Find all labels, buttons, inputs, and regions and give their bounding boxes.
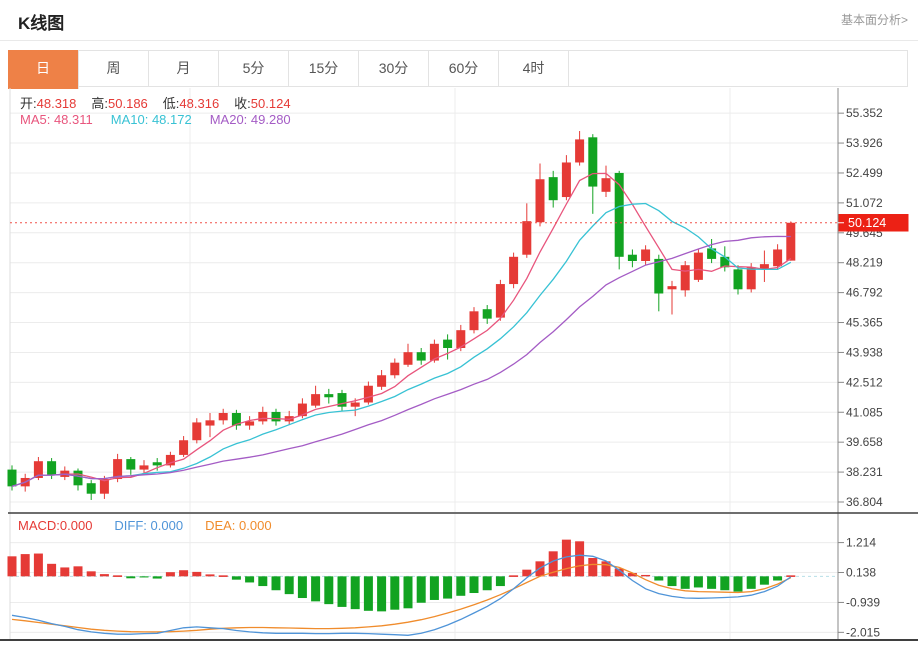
tab-period-5[interactable]: 15分 <box>289 51 359 86</box>
candles <box>7 131 796 500</box>
kline-chart[interactable]: 55.35253.92652.49951.07249.64548.21946.7… <box>0 88 918 647</box>
dea-legend: DEA: 0.000 <box>205 518 272 533</box>
macd-pane <box>7 539 796 636</box>
macd_label-legend: MACD:0.000 <box>18 518 93 533</box>
period-tabs: 日周月 5分 15分 30分 60分 4时 <box>8 50 908 89</box>
ma5-line <box>11 172 792 488</box>
svg-text:36.804: 36.804 <box>846 495 883 509</box>
svg-text:53.926: 53.926 <box>846 136 883 150</box>
ohlc-item: 开:48.318 <box>20 96 77 111</box>
ma10-line <box>11 202 792 488</box>
diff-legend: DIFF: 0.000 <box>114 518 184 533</box>
svg-text:46.792: 46.792 <box>846 286 883 300</box>
svg-text:38.231: 38.231 <box>846 465 883 479</box>
svg-text:41.085: 41.085 <box>846 405 883 419</box>
svg-text:39.658: 39.658 <box>846 435 883 449</box>
gridlines <box>9 88 838 639</box>
page-title: K线图 <box>18 14 65 33</box>
pane-borders <box>0 512 918 641</box>
dea-line <box>11 563 792 633</box>
ma20-legend: MA20: 49.280 <box>209 112 291 127</box>
ohlc-item: 低:48.316 <box>162 96 220 111</box>
svg-text:43.938: 43.938 <box>846 345 883 359</box>
svg-text:51.072: 51.072 <box>846 196 883 210</box>
tab-period-4[interactable]: 5分 <box>219 51 289 86</box>
svg-text:1.214: 1.214 <box>846 536 876 550</box>
svg-text:55.352: 55.352 <box>846 106 883 120</box>
ma-lines <box>11 172 792 488</box>
tab-period-7[interactable]: 60分 <box>429 51 499 86</box>
fundamental-analysis-link[interactable]: 基本面分析> <box>840 13 908 27</box>
current-price-badge: 50.124 <box>838 214 909 232</box>
tab-period-1[interactable]: 日 <box>8 50 79 89</box>
header-divider <box>0 40 918 41</box>
ma-legend: MA5: 48.311 MA10: 48.172 MA20: 49.280 <box>20 112 291 127</box>
svg-text:48.219: 48.219 <box>846 256 883 270</box>
tab-period-2[interactable]: 周 <box>79 51 149 86</box>
ma10-legend: MA10: 48.172 <box>110 112 192 127</box>
svg-text:45.365: 45.365 <box>846 316 883 330</box>
svg-text:0.138: 0.138 <box>846 566 876 580</box>
ohlc-item: 高:50.186 <box>91 96 148 111</box>
svg-text:-0.939: -0.939 <box>846 595 880 609</box>
svg-text:50.124: 50.124 <box>848 216 886 230</box>
diff-line <box>11 554 792 636</box>
tab-period-3[interactable]: 月 <box>149 51 219 86</box>
tab-period-8[interactable]: 4时 <box>499 51 569 86</box>
tab-period-6[interactable]: 30分 <box>359 51 429 86</box>
svg-text:-2.015: -2.015 <box>846 625 880 639</box>
svg-text:52.499: 52.499 <box>846 166 883 180</box>
ohlc-legend: 开:48.318 高:50.186 低:48.316 收:50.124 <box>20 93 291 112</box>
ma5-legend: MA5: 48.311 <box>20 112 93 127</box>
ma20-line <box>11 235 791 488</box>
ohlc-item: 收:50.124 <box>234 96 291 111</box>
svg-text:42.512: 42.512 <box>846 375 883 389</box>
price-axis: 55.35253.92652.49951.07249.64548.21946.7… <box>837 88 883 640</box>
macd-legend: MACD:0.000 DIFF: 0.000 DEA: 0.000 <box>18 518 272 533</box>
